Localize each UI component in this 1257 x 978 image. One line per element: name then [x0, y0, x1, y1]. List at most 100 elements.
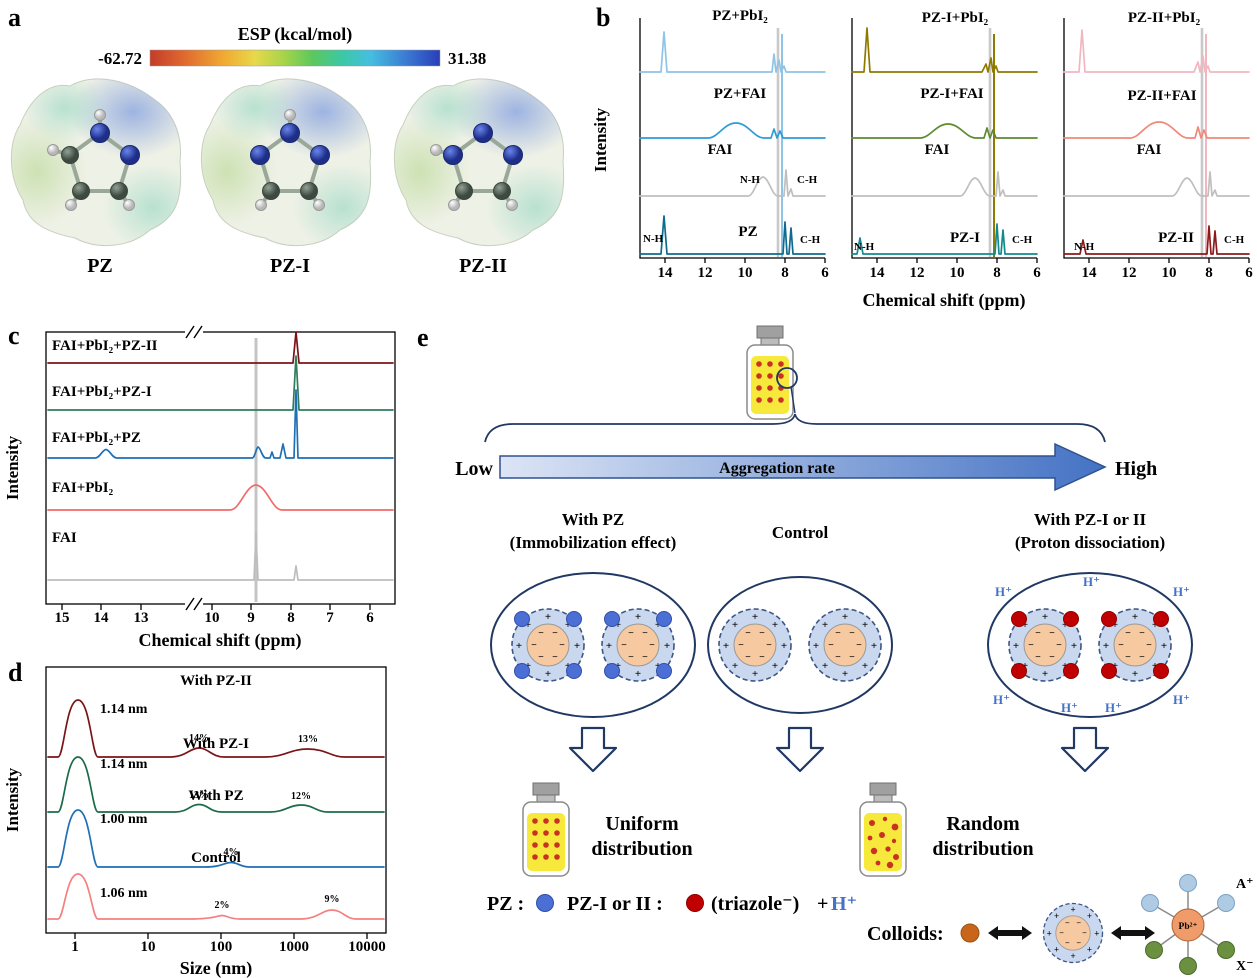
panel-c-trace2-label: FAI+PbI₂+PZ-I [52, 384, 152, 400]
sub1-trace1-label: PZ+PbI₂ [712, 8, 768, 24]
magnifier-connector-line [790, 386, 796, 414]
sub2-tick-6: 6 [1033, 265, 1041, 281]
sub3-tick-10: 10 [1162, 265, 1177, 281]
sub1-fai-ch-label: C-H [797, 174, 818, 186]
molecule-pz-ii-esp-surface [370, 66, 586, 252]
double-arrow-icon [988, 926, 1032, 940]
d-tick-100: 100 [210, 939, 233, 955]
with-pzi-ii-header: With PZ-I or II [1034, 510, 1147, 529]
sub1-trace3-label: FAI [708, 142, 733, 158]
sub1-fai-nh-label: N-H [740, 174, 761, 186]
sub1-tick-8: 8 [781, 265, 789, 281]
trace-pz [639, 215, 826, 255]
d-trace2-size: 1.14 nm [100, 757, 148, 772]
panel-b: b Intensity Chemical shift (ppm) PZ+PbI₂… [591, 3, 1253, 311]
uniform-distribution-vial [523, 783, 569, 876]
trace-control [47, 873, 385, 920]
hplus-labels: H⁺ H⁺ H⁺ H⁺ H⁺ H⁺ H⁺ [993, 574, 1190, 715]
panel-c: c Intensity FAI+PbI₂+PZ-II FAI+PbI₂+PZ-I… [3, 321, 396, 651]
low-label: Low [455, 458, 493, 480]
legend-plus-sign: + [817, 893, 828, 915]
trace-pzii-fai [1063, 121, 1250, 139]
hplus-label: H⁺ [1173, 692, 1190, 707]
panel-c-tick-10: 10 [205, 610, 220, 626]
panel-c-axis-breaks [185, 325, 203, 611]
d-trace2-mid-pct: 13% [189, 790, 209, 801]
proton-dissociation-subheader: (Proton dissociation) [1015, 533, 1165, 552]
panel-d-ylabel: Intensity [3, 767, 22, 832]
d-tick-1: 1 [71, 939, 79, 955]
immobilization-subheader: (Immobilization effect) [510, 533, 677, 552]
colloid-schematic [1042, 902, 1104, 964]
molecule-pz-i-esp-surface [177, 66, 393, 252]
panel-c-trace3-label: FAI+PbI₂+PZ [52, 430, 141, 446]
d-trace4-size: 1.06 nm [100, 886, 148, 901]
molecule-label-pz-ii: PZ-II [459, 255, 507, 277]
d-trace4-mid-pct: 2% [215, 900, 230, 911]
with-pzi-ii-colloid-group: H⁺ H⁺ H⁺ H⁺ H⁺ H⁺ H⁺ [987, 572, 1193, 718]
sub3-trace4-label: PZ-II [1158, 230, 1194, 246]
double-arrow-icon-2 [1111, 926, 1155, 940]
panel-d-xlabel: Size (nm) [180, 958, 252, 978]
panel-b-xlabel: Chemical shift (ppm) [863, 290, 1026, 311]
hplus-label: H⁺ [1173, 584, 1190, 599]
random-label-line2: distribution [932, 838, 1033, 860]
esp-colorbar [149, 49, 441, 67]
panel-c-xlabel: Chemical shift (ppm) [139, 630, 302, 651]
panel-b-sub3: PZ-II+PbI₂ PZ-II+FAI FAI PZ-II N-H C-H 1… [1063, 10, 1253, 281]
panel-b-sub2: PZ-I+PbI₂ PZ-I+FAI FAI PZ-I N-H C-H 14 1… [851, 10, 1041, 281]
legend-row-colloids: Colloids: Pb²⁺ A⁺ X⁻ [867, 874, 1254, 975]
sub2-nh-label: N-H [854, 241, 875, 253]
pz-ii-atoms [430, 123, 523, 211]
legend-triazole-label: (triazole⁻) [711, 893, 799, 915]
sub2-tick-8: 8 [993, 265, 1001, 281]
panel-b-ylabel: Intensity [591, 107, 610, 172]
hplus-label: H⁺ [1061, 700, 1078, 715]
panel-d-tag: d [8, 658, 23, 687]
sub1-trace4-label: PZ [738, 224, 757, 240]
panel-c-trace5-label: FAI [52, 530, 77, 546]
d-trace1-label: With PZ-II [180, 673, 252, 689]
trace-fai-pbi2-pzi [47, 355, 394, 411]
esp-colorbar-title: ESP (kcal/mol) [238, 24, 353, 45]
triazolate-dot-icon [686, 894, 704, 912]
control-colloid-group [707, 576, 893, 714]
random-label-line1: Random [946, 813, 1020, 835]
panel-c-tag: c [8, 321, 20, 350]
d-trace3-label: With PZ [188, 788, 243, 804]
d-trace2-label: With PZ-I [183, 736, 249, 752]
panel-b-tag: b [596, 3, 610, 32]
pz-molecules-dots [514, 611, 672, 679]
molecule-pz-esp-surface [0, 66, 203, 252]
trace-fai-pbi2-pzii [47, 331, 394, 364]
down-arrow-right [1060, 726, 1110, 773]
sub1-ch-label: C-H [800, 234, 821, 246]
panel-c-tick-6: 6 [366, 610, 374, 626]
panel-c-ticks [61, 604, 371, 610]
d-tick-1000: 1000 [279, 939, 309, 955]
x-ion-dot [1217, 941, 1235, 959]
stock-solution-vial [747, 326, 793, 419]
trace-pzii-pbi2 [1063, 29, 1250, 73]
sub2-ch-label: C-H [1012, 234, 1033, 246]
sub2-tick-12: 12 [910, 265, 925, 281]
sub2-trace2-label: PZ-I+FAI [920, 86, 983, 102]
sub1-tick-10: 10 [738, 265, 753, 281]
triazolate-dots [1011, 611, 1169, 679]
sub2-ticks [876, 258, 1038, 263]
sub1-tick-14: 14 [658, 265, 674, 281]
panel-c-tick-15: 15 [55, 610, 70, 626]
legend-colloids-label: Colloids: [867, 923, 944, 945]
trace-with-pzii [47, 699, 385, 758]
x-ion-dot [1179, 957, 1197, 975]
panel-c-frame [45, 331, 396, 605]
sub1-ticks [664, 258, 826, 263]
molecule-label-pz-i: PZ-I [270, 255, 310, 277]
sub1-nh-label: N-H [643, 233, 664, 245]
sub2-tick-14: 14 [870, 265, 886, 281]
trace-fai-3 [1063, 171, 1250, 197]
sub2-trace1-label: PZ-I+PbI₂ [922, 10, 989, 26]
esp-max-value: 31.38 [448, 49, 486, 68]
x-ion-dot [1145, 941, 1163, 959]
esp-min-value: -62.72 [98, 49, 142, 68]
